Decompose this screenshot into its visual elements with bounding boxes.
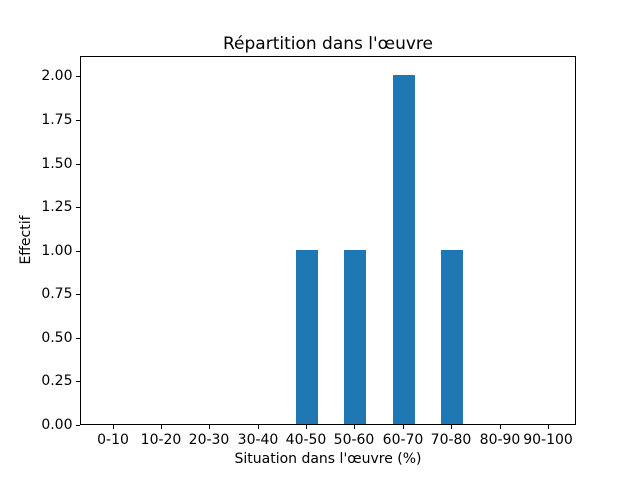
x-tick-label: 80-90 [479,431,521,448]
y-tick-label: 1.25 [41,199,73,215]
bar-40-50 [296,250,319,424]
x-tick-label: 0-10 [97,431,129,448]
chart-title: Répartition dans l'œuvre [222,34,433,54]
y-tick-mark [76,207,80,208]
x-tick-label: 60-70 [382,431,424,448]
y-tick-label: 0.50 [41,330,73,346]
plot-area [80,56,576,425]
x-tick-label: 70-80 [430,431,472,448]
x-tick-mark [500,425,501,429]
x-tick-mark [548,425,549,429]
y-tick-mark [76,425,80,426]
y-tick-label: 0.25 [41,373,73,389]
y-tick-label: 1.50 [41,156,73,172]
x-tick-mark [306,425,307,429]
y-tick-mark [76,381,80,382]
y-tick-mark [76,164,80,165]
x-tick-mark [161,425,162,429]
x-tick-label: 40-50 [285,431,327,448]
x-tick-label: 90-100 [523,431,573,448]
x-tick-label: 20-30 [188,431,230,448]
y-tick-mark [76,76,80,77]
x-tick-label: 30-40 [237,431,279,448]
x-tick-mark [258,425,259,429]
x-tick-mark [113,425,114,429]
y-tick-mark [76,338,80,339]
y-tick-label: 1.75 [41,112,73,128]
y-tick-label: 1.00 [41,243,73,259]
y-tick-label: 2.00 [41,68,73,84]
y-tick-label: 0.00 [41,417,73,433]
y-tick-mark [76,120,80,121]
y-tick-label: 0.75 [41,286,73,302]
bar-70-80 [441,250,464,424]
y-tick-mark [76,251,80,252]
bar-60-70 [392,75,415,424]
bar-50-60 [344,250,367,424]
x-tick-mark [354,425,355,429]
x-tick-label: 50-60 [333,431,375,448]
x-tick-mark [451,425,452,429]
x-axis-label: Situation dans l'œuvre (%) [234,451,422,467]
y-tick-mark [76,294,80,295]
x-tick-mark [403,425,404,429]
x-tick-mark [209,425,210,429]
x-tick-label: 10-20 [140,431,182,448]
